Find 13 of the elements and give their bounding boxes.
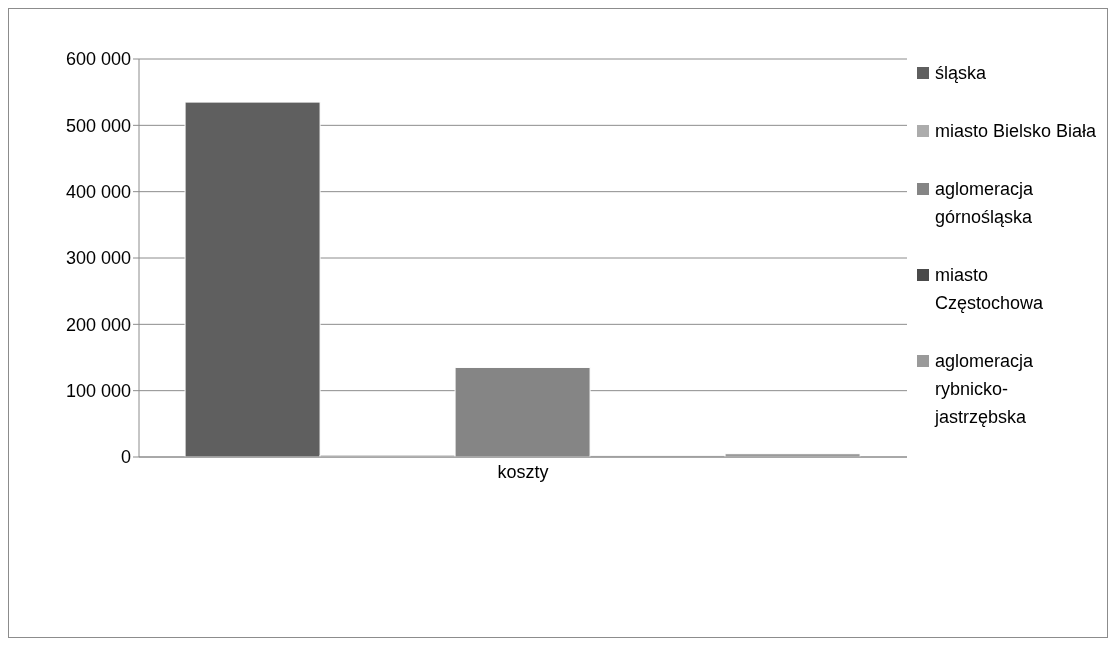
y-tick-label: 300 000 (65, 248, 131, 269)
y-tick-label: 600 000 (65, 49, 131, 70)
y-tick-label: 500 000 (65, 115, 131, 136)
y-tick-label: 100 000 (65, 381, 131, 402)
legend-label: aglomeracja rybnicko-jastrzębska (935, 350, 1035, 429)
y-tick-label: 0 (120, 447, 131, 468)
legend-label: miasto Bielsko Biała (935, 120, 1097, 143)
x-tick-label: koszty (497, 461, 549, 482)
y-tick-label: 400 000 (65, 182, 131, 203)
legend-label: aglomeracja górnośląska (935, 178, 1035, 229)
legend-label: śląska (935, 62, 987, 85)
legend-label: miasto Częstochowa (935, 264, 1045, 315)
y-tick-label: 200 000 (65, 314, 131, 335)
